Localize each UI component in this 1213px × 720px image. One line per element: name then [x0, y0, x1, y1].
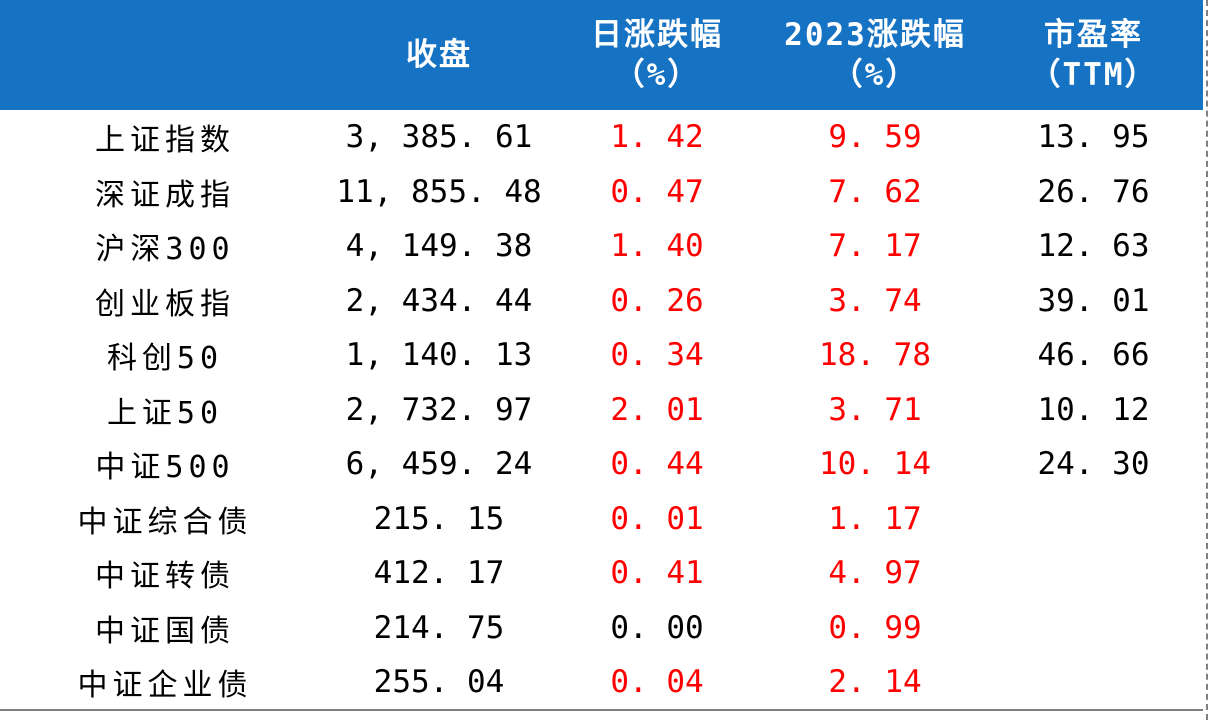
pe-ttm-cell: 13. 95: [1037, 119, 1150, 156]
ytd-change-cell: 10. 14: [819, 446, 931, 483]
table-row: 中证企业债 255. 04 0. 04 2. 14: [0, 655, 1203, 711]
header-index-name: [0, 0, 330, 110]
header-daily-change-line2: （%）: [613, 57, 701, 93]
ytd-change-cell: 18. 78: [819, 337, 931, 374]
ytd-change-cell: 3. 71: [828, 391, 922, 428]
pe-ttm-cell: 10. 12: [1037, 391, 1150, 428]
daily-change-cell: 1. 40: [610, 228, 704, 265]
table-row: 中证500 6, 459. 24 0. 44 10. 14 24. 30: [0, 437, 1203, 492]
right-dashed-border: [1206, 0, 1208, 720]
pe-ttm-cell: [984, 492, 1203, 547]
header-pe-ttm-line2: （TTM）: [1029, 57, 1158, 93]
daily-change-cell: 0. 00: [610, 609, 704, 646]
table-row: 中证综合债 215. 15 0. 01 1. 17: [0, 492, 1203, 547]
ytd-change-cell: 2. 14: [766, 655, 984, 711]
ytd-change-cell: 3. 74: [828, 282, 922, 319]
index-name-cell: 科创50: [106, 341, 224, 377]
table-row: 创业板指 2, 434. 44 0. 26 3. 74 39. 01: [0, 274, 1203, 329]
index-name-cell: 上证50: [106, 395, 224, 431]
index-name-cell: 深证成指: [95, 177, 235, 213]
ytd-change-cell: 9. 59: [828, 119, 922, 156]
table-body: 上证指数 3, 385. 61 1. 42 9. 59 13. 95 深证成指 11, 85…: [0, 110, 1203, 711]
header-ytd-change-line1: 2023涨跌幅: [784, 17, 966, 53]
pe-ttm-cell: [984, 601, 1203, 656]
table-row: 沪深300 4, 149. 38 1. 40 7. 17 12. 63: [0, 219, 1203, 274]
table-row: 中证国债 214. 75 0. 00 0. 99: [0, 601, 1203, 656]
pe-ttm-cell: [984, 546, 1203, 601]
pe-ttm-cell: 46. 66: [1037, 337, 1150, 374]
header-daily-change-line1: 日涨跌幅: [591, 17, 723, 53]
close-cell: 215. 15: [373, 500, 505, 537]
close-cell: 11, 855. 48: [336, 173, 542, 210]
close-cell: 2, 732. 97: [345, 391, 533, 428]
table-row: 上证指数 3, 385. 61 1. 42 9. 59 13. 95: [0, 110, 1203, 165]
close-cell: 255. 04: [330, 655, 548, 711]
index-name-cell: 中证500: [95, 450, 235, 486]
index-name-cell: 沪深300: [95, 232, 235, 268]
index-name-cell: 中证转债: [95, 559, 235, 595]
index-name-cell: 中证综合债: [77, 504, 253, 540]
index-name-cell: 上证指数: [95, 123, 235, 159]
daily-change-cell: 0. 26: [610, 282, 704, 319]
header-ytd-change-line2: （%）: [831, 57, 919, 93]
header-row: 收盘 日涨跌幅 （%） 2023涨跌幅 （%） 市盈率 （TTM）: [0, 0, 1203, 110]
pe-ttm-cell: 26. 76: [1037, 173, 1150, 210]
header-ytd-change: 2023涨跌幅 （%）: [766, 0, 984, 110]
close-cell: 2, 434. 44: [345, 282, 533, 319]
close-cell: 214. 75: [373, 609, 505, 646]
daily-change-cell: 0. 34: [610, 337, 704, 374]
daily-change-cell: 1. 42: [610, 119, 704, 156]
table-row: 上证50 2, 732. 97 2. 01 3. 71 10. 12: [0, 383, 1203, 438]
daily-change-cell: 2. 01: [610, 391, 704, 428]
header-daily-change: 日涨跌幅 （%）: [548, 0, 766, 110]
daily-change-cell: 0. 41: [610, 555, 704, 592]
pe-ttm-cell: [984, 655, 1203, 711]
close-cell: 1, 140. 13: [345, 337, 533, 374]
header-pe-ttm-line1: 市盈率: [1044, 17, 1143, 53]
market-summary-table: 收盘 日涨跌幅 （%） 2023涨跌幅 （%） 市盈率 （TTM） 上证指数 3,…: [0, 0, 1203, 711]
daily-change-cell: 0. 47: [610, 173, 704, 210]
ytd-change-cell: 4. 97: [828, 555, 922, 592]
pe-ttm-cell: 24. 30: [1037, 446, 1150, 483]
daily-change-cell: 0. 01: [610, 500, 704, 537]
header-close: 收盘: [330, 0, 548, 110]
pe-ttm-cell: 39. 01: [1037, 282, 1150, 319]
index-name-cell: 创业板指: [95, 286, 235, 322]
index-name-cell: 中证企业债: [0, 655, 330, 711]
daily-change-cell: 0. 44: [610, 446, 704, 483]
close-cell: 412. 17: [373, 555, 505, 592]
index-name-cell: 中证国债: [95, 613, 235, 649]
pe-ttm-cell: 12. 63: [1037, 228, 1150, 265]
ytd-change-cell: 7. 17: [828, 228, 922, 265]
ytd-change-cell: 0. 99: [828, 609, 922, 646]
table-row: 深证成指 11, 855. 48 0. 47 7. 62 26. 76: [0, 165, 1203, 220]
header-pe-ttm: 市盈率 （TTM）: [984, 0, 1203, 110]
daily-change-cell: 0. 04: [548, 655, 766, 711]
ytd-change-cell: 7. 62: [828, 173, 922, 210]
table-row: 科创50 1, 140. 13 0. 34 18. 78 46. 66: [0, 328, 1203, 383]
table-row: 中证转债 412. 17 0. 41 4. 97: [0, 546, 1203, 601]
table-header: 收盘 日涨跌幅 （%） 2023涨跌幅 （%） 市盈率 （TTM）: [0, 0, 1203, 110]
close-cell: 4, 149. 38: [345, 228, 533, 265]
ytd-change-cell: 1. 17: [828, 500, 922, 537]
close-cell: 3, 385. 61: [345, 119, 533, 156]
close-cell: 6, 459. 24: [345, 446, 533, 483]
